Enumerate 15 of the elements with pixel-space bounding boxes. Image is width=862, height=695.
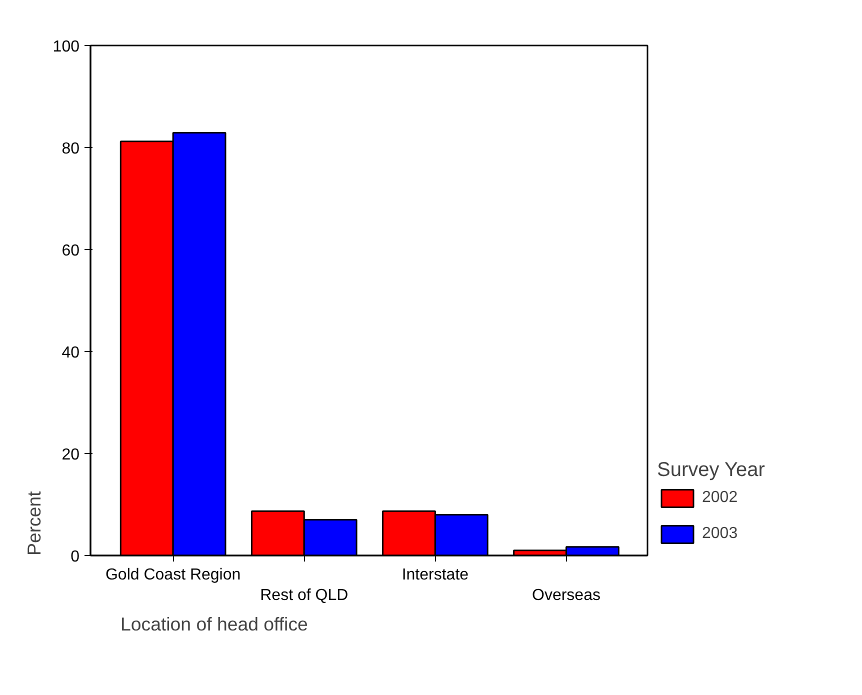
y-tick-label: 100 [52,38,80,56]
x-tick-label: Gold Coast Region [105,566,241,584]
x-axis-title: Location of head office [120,614,308,634]
x-tick-label: Rest of QLD [260,586,348,604]
x-tick-label: Overseas [532,586,600,604]
y-tick-label: 0 [70,548,80,566]
x-tick-label: Interstate [402,566,469,584]
legend-label: 2003 [702,525,738,543]
y-tick-label: 20 [62,446,80,464]
legend-label: 2002 [702,489,738,507]
legend-title: Survey Year [657,459,765,482]
y-tick-label: 40 [62,344,80,362]
y-tick-label: 80 [62,140,80,158]
y-tick-label: 60 [62,242,80,260]
y-axis-title: Percent [24,490,44,556]
